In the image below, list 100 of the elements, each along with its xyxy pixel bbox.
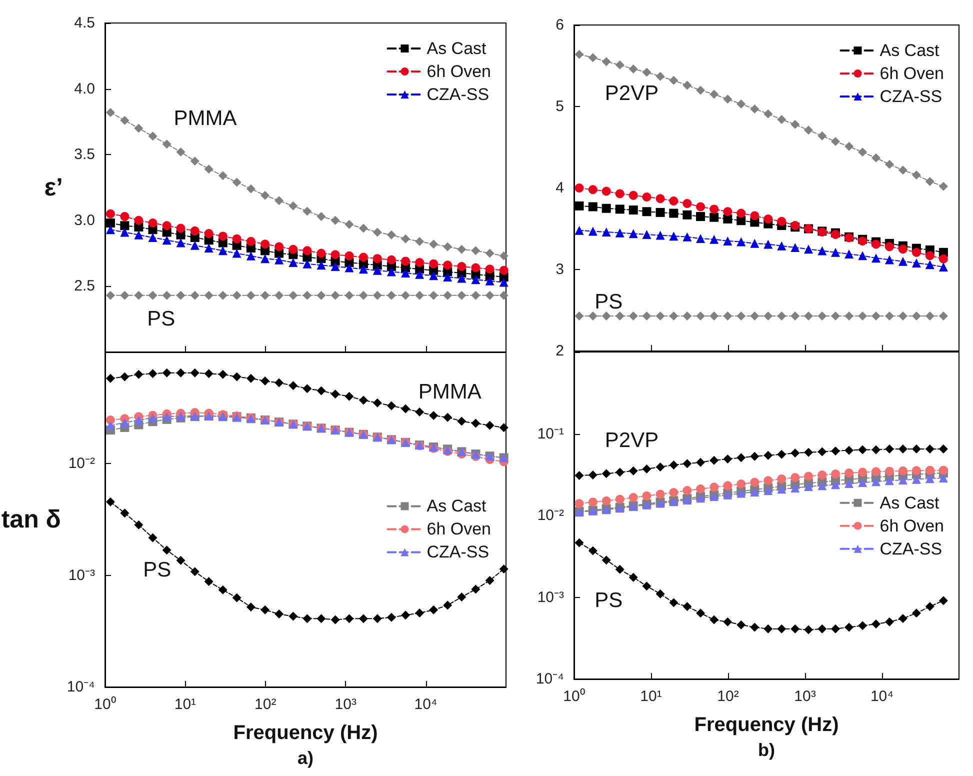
point xyxy=(938,262,948,272)
point xyxy=(204,229,214,238)
point xyxy=(574,471,584,480)
y-axis-title: tan δ xyxy=(1,506,61,534)
annotation: P2VP xyxy=(604,428,659,452)
point xyxy=(602,311,611,320)
point xyxy=(656,311,665,320)
point xyxy=(884,466,894,476)
point xyxy=(736,216,746,226)
point xyxy=(148,369,158,378)
point xyxy=(499,251,508,260)
point xyxy=(858,445,868,454)
point xyxy=(844,250,854,259)
x-tick-label: 10² xyxy=(254,696,276,713)
point xyxy=(574,201,584,210)
point xyxy=(602,556,611,565)
point xyxy=(844,622,854,632)
point xyxy=(696,311,706,320)
point xyxy=(736,208,746,218)
point xyxy=(429,240,438,249)
y-tick-label: 10⁻² xyxy=(537,507,564,524)
point xyxy=(938,444,948,454)
point xyxy=(134,124,144,133)
point xyxy=(232,234,242,244)
legend-label: As Cast xyxy=(880,41,940,60)
point xyxy=(723,207,732,216)
point xyxy=(148,218,158,228)
point xyxy=(898,614,908,623)
y-tick-label: 10⁻¹ xyxy=(537,425,564,442)
point xyxy=(804,126,813,135)
point xyxy=(246,184,256,194)
point xyxy=(750,211,760,220)
point xyxy=(656,230,665,240)
point xyxy=(372,290,382,300)
point xyxy=(344,392,354,401)
point xyxy=(872,240,881,249)
point xyxy=(777,484,786,494)
point xyxy=(656,490,665,499)
point xyxy=(818,624,827,634)
point xyxy=(106,209,115,218)
annotation: PMMA xyxy=(418,380,482,404)
point xyxy=(750,311,760,320)
point xyxy=(499,423,508,432)
y-tick-label: 4.0 xyxy=(74,80,95,98)
annotation: PS xyxy=(594,290,623,314)
point xyxy=(190,368,200,378)
point xyxy=(912,474,921,484)
point xyxy=(628,311,638,320)
point xyxy=(443,290,452,300)
point xyxy=(330,262,340,271)
point xyxy=(818,311,827,320)
point xyxy=(120,212,130,221)
x-tick-label: 10² xyxy=(717,688,739,705)
point xyxy=(471,290,480,300)
y-tick-label: 3.5 xyxy=(74,146,95,164)
point xyxy=(457,416,466,426)
point xyxy=(710,482,719,492)
annotation: P2VP xyxy=(604,82,659,105)
annotation: PS xyxy=(594,589,623,612)
point xyxy=(938,254,948,264)
y-tick-label: 10⁻² xyxy=(68,455,95,472)
legend-label: As Cast xyxy=(880,493,940,512)
point xyxy=(302,614,312,624)
y-tick-label: 4.5 xyxy=(74,14,95,32)
point xyxy=(844,468,854,478)
point xyxy=(898,444,908,454)
point xyxy=(872,254,881,263)
point xyxy=(669,311,678,320)
point xyxy=(938,473,948,482)
point xyxy=(246,602,256,612)
point xyxy=(723,311,732,320)
legend-label: As Cast xyxy=(426,496,487,516)
point xyxy=(669,460,678,470)
point xyxy=(872,467,881,476)
point xyxy=(218,370,228,379)
point xyxy=(162,546,172,555)
point xyxy=(190,567,200,576)
point xyxy=(415,236,424,246)
point xyxy=(316,290,326,300)
point xyxy=(358,290,368,300)
point xyxy=(457,262,466,271)
point xyxy=(401,610,410,620)
point xyxy=(912,466,921,476)
x-tick-label: 10⁰ xyxy=(563,688,585,705)
point xyxy=(884,476,894,486)
point xyxy=(938,596,948,606)
point xyxy=(938,311,948,320)
point xyxy=(120,228,130,237)
point xyxy=(471,263,480,272)
point xyxy=(429,271,438,280)
legend-label: 6h Oven xyxy=(880,64,944,83)
point xyxy=(246,236,256,246)
point xyxy=(457,274,466,283)
point xyxy=(723,454,732,464)
point xyxy=(457,244,466,254)
point xyxy=(898,166,908,175)
point xyxy=(790,242,800,252)
point xyxy=(429,411,438,420)
point xyxy=(898,475,908,484)
point xyxy=(260,290,270,300)
